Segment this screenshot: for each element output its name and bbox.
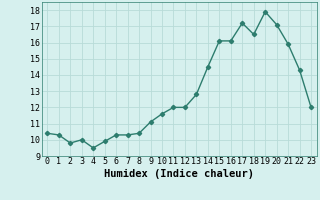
X-axis label: Humidex (Indice chaleur): Humidex (Indice chaleur) <box>104 169 254 179</box>
